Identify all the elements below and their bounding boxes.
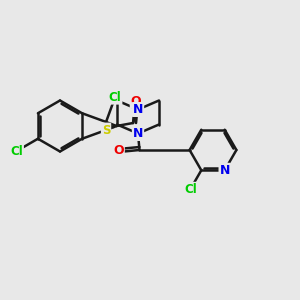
Text: S: S <box>102 124 110 136</box>
Text: Cl: Cl <box>109 91 122 104</box>
Text: N: N <box>133 127 143 140</box>
Text: N: N <box>220 164 230 177</box>
Text: N: N <box>133 103 143 116</box>
Text: Cl: Cl <box>184 183 197 196</box>
Text: Cl: Cl <box>10 145 23 158</box>
Text: O: O <box>131 94 141 108</box>
Text: O: O <box>113 143 124 157</box>
